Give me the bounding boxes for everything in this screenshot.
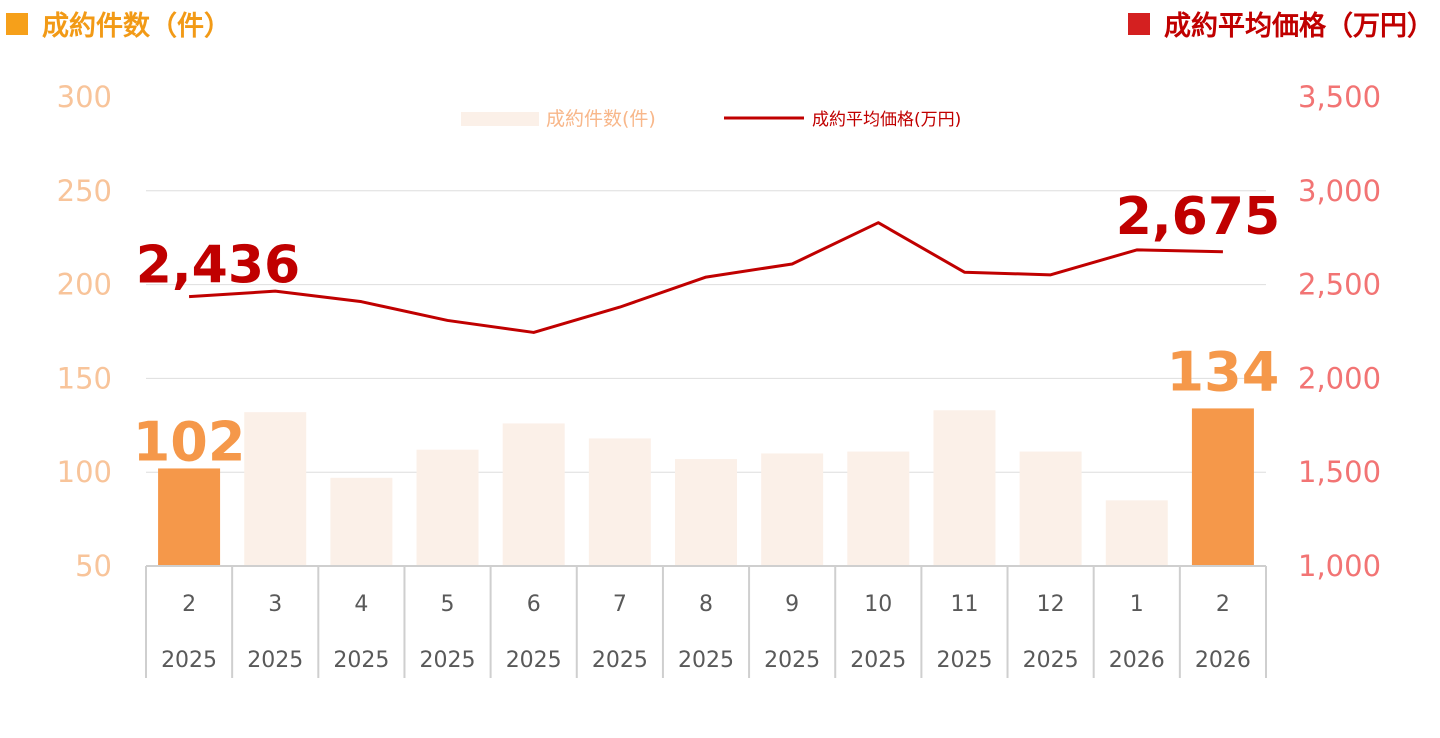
- x-tick-label-month: 2: [182, 592, 196, 617]
- bar: [761, 453, 824, 566]
- bar: [158, 468, 221, 566]
- bar: [1191, 408, 1254, 566]
- bar: [502, 423, 565, 566]
- x-tick-label-year: 2025: [592, 648, 648, 673]
- x-tick-label-month: 4: [354, 592, 368, 617]
- x-tick-label-year: 2025: [1023, 648, 1079, 673]
- legend-line-label: 成約平均価格(万円): [812, 110, 961, 130]
- x-tick-label-year: 2025: [506, 648, 562, 673]
- right-axis-tick-label: 3,000: [1298, 174, 1381, 208]
- x-tick-label-year: 2025: [678, 648, 734, 673]
- x-tick-label-month: 9: [785, 592, 799, 617]
- x-tick-label-month: 11: [950, 592, 978, 617]
- left-axis-tick-label: 300: [57, 80, 112, 114]
- left-axis-tick-label: 200: [57, 268, 112, 302]
- price-line: [188, 221, 1223, 334]
- x-tick-label-month: 7: [613, 592, 627, 617]
- left-axis-tick-label: 150: [57, 361, 112, 395]
- line-data-label: 2,436: [136, 236, 300, 296]
- x-tick-label-year: 2025: [850, 648, 906, 673]
- x-tick-label-year: 2025: [247, 648, 303, 673]
- bar: [847, 451, 910, 566]
- left-axis-tick-label: 100: [57, 455, 112, 489]
- bar: [244, 412, 307, 566]
- x-tick-label-month: 8: [699, 592, 713, 617]
- bar: [1019, 451, 1082, 566]
- x-tick-label-month: 12: [1037, 592, 1065, 617]
- x-tick-label-year: 2025: [936, 648, 992, 673]
- bar-data-label: 102: [133, 410, 246, 473]
- x-tick-label-year: 2026: [1195, 648, 1251, 673]
- right-axis-tick-label: 2,000: [1298, 361, 1381, 395]
- x-tick-label-month: 1: [1130, 592, 1144, 617]
- right-axis-tick-label: 2,500: [1298, 268, 1381, 302]
- left-axis-title-text: 成約件数（件）: [42, 11, 231, 42]
- bar: [1105, 500, 1168, 566]
- x-tick-label-month: 2: [1216, 592, 1230, 617]
- left-axis-title: 成約件数（件）: [6, 4, 231, 43]
- right-axis-tick-label: 3,500: [1298, 80, 1381, 114]
- x-tick-label-year: 2025: [333, 648, 389, 673]
- legend-bar-label: 成約件数(件): [546, 108, 656, 130]
- x-tick-label-year: 2025: [420, 648, 476, 673]
- x-tick-label-month: 10: [864, 592, 892, 617]
- bar: [330, 477, 393, 566]
- legend-bar-swatch: [461, 112, 539, 126]
- x-tick-label-month: 5: [441, 592, 455, 617]
- right-axis-title-text: 成約平均価格（万円）: [1164, 11, 1434, 42]
- bar: [675, 459, 737, 566]
- x-tick-label-year: 2026: [1109, 648, 1165, 673]
- bar: [588, 438, 651, 566]
- x-tick-label-month: 3: [268, 592, 282, 617]
- bar-data-label: 134: [1167, 340, 1280, 403]
- x-tick-label-year: 2025: [161, 648, 217, 673]
- orange-square-icon: [6, 12, 28, 35]
- left-axis-tick-label: 50: [75, 549, 112, 583]
- right-axis-tick-label: 1,000: [1298, 549, 1381, 583]
- x-tick-label-month: 6: [527, 592, 541, 617]
- red-square-icon: [1128, 12, 1150, 35]
- right-axis-title: 成約平均価格（万円）: [1128, 4, 1434, 43]
- left-axis-tick-label: 250: [57, 174, 112, 208]
- bar: [933, 410, 996, 566]
- right-axis-tick-label: 1,500: [1298, 455, 1381, 489]
- bar: [416, 449, 479, 566]
- x-tick-label-year: 2025: [764, 648, 820, 673]
- line-data-label: 2,675: [1116, 187, 1280, 247]
